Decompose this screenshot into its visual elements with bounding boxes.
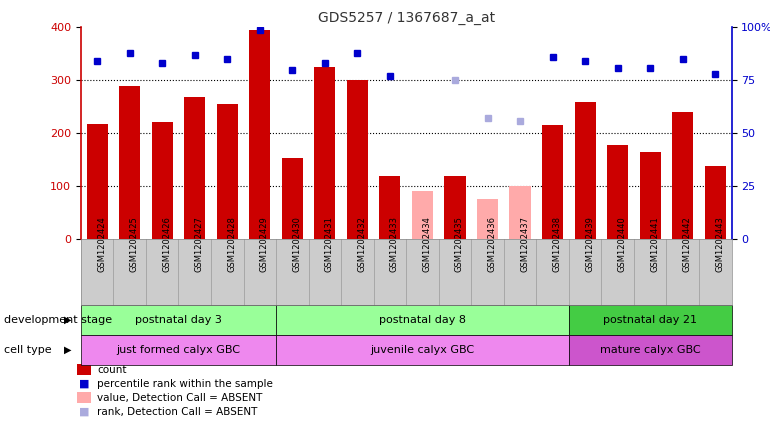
Bar (542, 125, 563, 239)
Bar (119, 86, 140, 239)
Text: percentile rank within the sample: percentile rank within the sample (97, 379, 273, 389)
Text: cell type: cell type (4, 345, 52, 355)
Bar (152, 122, 172, 239)
Bar (314, 67, 336, 239)
Text: GSM1202427: GSM1202427 (195, 216, 204, 272)
Bar (412, 192, 433, 239)
Text: rank, Detection Call = ABSENT: rank, Detection Call = ABSENT (97, 407, 257, 417)
Text: GSM1202439: GSM1202439 (585, 216, 594, 272)
Bar (640, 152, 661, 239)
Text: ▶: ▶ (64, 345, 72, 355)
Text: development stage: development stage (4, 315, 112, 325)
Text: postnatal day 21: postnatal day 21 (603, 315, 697, 325)
Text: GSM1202425: GSM1202425 (129, 216, 139, 272)
Bar (184, 97, 206, 239)
Text: GSM1202442: GSM1202442 (683, 216, 691, 272)
Bar (705, 166, 726, 239)
Text: postnatal day 3: postnatal day 3 (135, 315, 222, 325)
Text: GSM1202434: GSM1202434 (423, 216, 431, 272)
Bar (444, 176, 466, 239)
Text: GSM1202443: GSM1202443 (715, 216, 725, 272)
Text: ■: ■ (79, 407, 89, 417)
Text: GSM1202430: GSM1202430 (293, 216, 301, 272)
Text: postnatal day 8: postnatal day 8 (379, 315, 466, 325)
Text: GSM1202438: GSM1202438 (553, 216, 561, 272)
Text: GSM1202432: GSM1202432 (357, 216, 367, 272)
Text: just formed calyx GBC: just formed calyx GBC (116, 345, 240, 355)
Bar (282, 158, 303, 239)
Text: GSM1202426: GSM1202426 (162, 216, 171, 272)
Bar (86, 124, 108, 239)
Bar (672, 112, 693, 239)
Text: GSM1202431: GSM1202431 (325, 216, 334, 272)
Text: GSM1202429: GSM1202429 (259, 216, 269, 272)
Text: GSM1202428: GSM1202428 (227, 216, 236, 272)
Text: ■: ■ (79, 379, 89, 389)
Bar (607, 145, 628, 239)
Text: juvenile calyx GBC: juvenile calyx GBC (370, 345, 474, 355)
Text: ▶: ▶ (64, 315, 72, 325)
Bar (249, 30, 270, 239)
Text: GSM1202441: GSM1202441 (650, 216, 659, 272)
Title: GDS5257 / 1367687_a_at: GDS5257 / 1367687_a_at (317, 11, 495, 25)
Text: GSM1202424: GSM1202424 (97, 216, 106, 272)
Text: GSM1202436: GSM1202436 (487, 216, 497, 272)
Bar (346, 80, 368, 239)
Bar (510, 186, 531, 239)
Text: count: count (97, 365, 126, 375)
Text: GSM1202433: GSM1202433 (390, 216, 399, 272)
Text: mature calyx GBC: mature calyx GBC (600, 345, 701, 355)
Bar (574, 102, 596, 239)
Bar (216, 104, 238, 239)
Text: value, Detection Call = ABSENT: value, Detection Call = ABSENT (97, 393, 263, 403)
Bar (477, 199, 498, 239)
Text: GSM1202435: GSM1202435 (455, 216, 464, 272)
Bar (380, 176, 400, 239)
Text: GSM1202437: GSM1202437 (520, 216, 529, 272)
Text: GSM1202440: GSM1202440 (618, 216, 627, 272)
